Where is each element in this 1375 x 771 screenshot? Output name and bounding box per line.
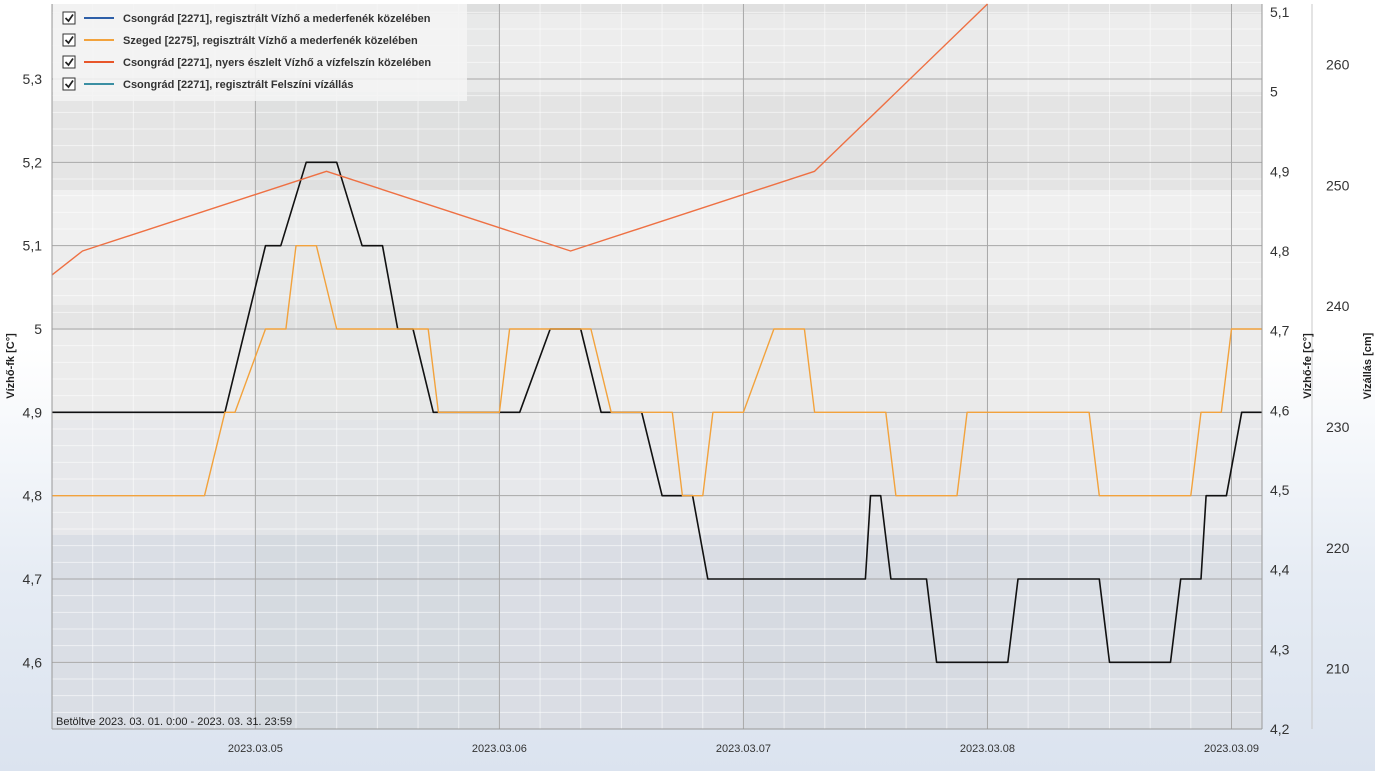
right2-tick-label: 260 (1326, 56, 1350, 72)
status-text: Betöltve 2023. 03. 01. 0:00 - 2023. 03. … (56, 716, 292, 728)
legend-checkbox[interactable] (62, 11, 76, 25)
right1-tick-label: 4,2 (1270, 721, 1290, 737)
right1-tick-label: 4,3 (1270, 641, 1290, 657)
check-icon (64, 36, 74, 45)
shade-band (52, 4, 1262, 14)
legend: Csongrád [2271], regisztrált Vízhő a med… (53, 4, 467, 101)
shade-band (52, 190, 1262, 245)
left-tick-label: 4,8 (23, 488, 43, 504)
legend-item[interactable]: Csongrád [2271], nyers észlelt Vízhő a v… (62, 55, 431, 69)
left-tick-label: 5 (34, 321, 42, 337)
right1-tick-label: 4,8 (1270, 243, 1290, 259)
legend-checkbox[interactable] (62, 55, 76, 69)
x-tick-label: 2023.03.06 (472, 743, 527, 755)
right2-tick-label: 250 (1326, 177, 1350, 193)
x-tick-label: 2023.03.08 (960, 743, 1015, 755)
right2-tick-label: 210 (1326, 661, 1350, 677)
shade-band (52, 535, 1262, 729)
legend-label: Csongrád [2271], regisztrált Vízhő a med… (123, 13, 431, 25)
right2-axis-title: Vízállás [cm] (1362, 332, 1374, 399)
legend-label: Csongrád [2271], regisztrált Felszíni ví… (123, 79, 353, 91)
legend-item[interactable]: Csongrád [2271], regisztrált Felszíni ví… (62, 77, 353, 91)
x-tick-label: 2023.03.09 (1204, 743, 1259, 755)
right1-tick-label: 4,5 (1270, 482, 1290, 498)
check-icon (64, 58, 74, 67)
x-tick-label: 2023.03.07 (716, 743, 771, 755)
shade-band (52, 4, 256, 729)
x-tick-label: 2023.03.05 (228, 743, 283, 755)
left-tick-label: 5,3 (23, 71, 43, 87)
right1-tick-label: 4,6 (1270, 402, 1290, 418)
legend-item[interactable]: Szeged [2275], regisztrált Vízhő a meder… (62, 33, 418, 47)
right1-tick-label: 4,4 (1270, 562, 1290, 578)
left-tick-label: 4,9 (23, 404, 43, 420)
left-tick-label: 4,6 (23, 654, 43, 670)
right1-tick-label: 4,7 (1270, 323, 1290, 339)
series-line-1[interactable] (52, 245, 1262, 497)
series-line-2[interactable] (51, 3, 988, 276)
right1-tick-label: 5 (1270, 84, 1278, 100)
right2-tick-label: 240 (1326, 298, 1350, 314)
shade-band (52, 305, 1262, 330)
legend-label: Csongrád [2271], nyers észlelt Vízhő a v… (123, 57, 431, 69)
right1-tick-label: 4,9 (1270, 163, 1290, 179)
legend-item[interactable]: Csongrád [2271], regisztrált Vízhő a med… (62, 11, 431, 25)
left-tick-label: 5,2 (23, 154, 43, 170)
axes-layer: 4,6 4,7 4,8 4,9 5 5,1 5,2 5,3 4,2 4,3 4,4 4,5 4,6 4,7… (23, 4, 1350, 755)
right1-axis-title: Vízhő-fe [C°] (1302, 333, 1314, 399)
right1-tick-label: 5,1 (1270, 4, 1290, 20)
right2-tick-label: 230 (1326, 419, 1350, 435)
left-axis-title: Vízhő-fk [C°] (5, 333, 17, 399)
legend-checkbox[interactable] (62, 77, 76, 91)
left-tick-label: 4,7 (23, 571, 43, 587)
series-layer (51, 3, 1262, 664)
right2-tick-label: 220 (1326, 540, 1350, 556)
left-tick-label: 5,1 (23, 238, 43, 254)
check-icon (64, 14, 74, 23)
legend-checkbox[interactable] (62, 33, 76, 47)
check-icon (64, 80, 74, 89)
legend-label: Szeged [2275], regisztrált Vízhő a meder… (123, 35, 418, 47)
shade-band (52, 92, 1262, 190)
shade-band (987, 4, 1262, 729)
shade-band (52, 330, 1262, 420)
